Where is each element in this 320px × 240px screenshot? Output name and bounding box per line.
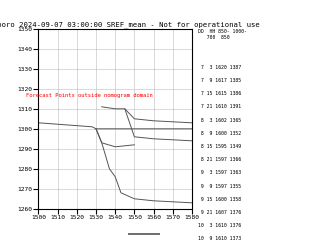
Text: 9 21 1607 1376: 9 21 1607 1376 <box>198 210 242 215</box>
Text: 7 15 1615 1386: 7 15 1615 1386 <box>198 91 242 96</box>
Text: 9  9 1597 1355: 9 9 1597 1355 <box>198 184 242 189</box>
Text: DD  HH 850- 1000-
   700  850: DD HH 850- 1000- 700 850 <box>198 29 247 40</box>
Text: 7 21 1610 1391: 7 21 1610 1391 <box>198 104 242 109</box>
Text: 8  3 1602 1365: 8 3 1602 1365 <box>198 118 242 123</box>
Text: 9 15 1600 1358: 9 15 1600 1358 <box>198 197 242 202</box>
Text: 8 21 1597 1366: 8 21 1597 1366 <box>198 157 242 162</box>
Text: 9  3 1597 1363: 9 3 1597 1363 <box>198 170 242 175</box>
Title: Greensboro 2024-09-07 03:00:00 SREF_mean - Not for operational use: Greensboro 2024-09-07 03:00:00 SREF_mean… <box>0 21 260 28</box>
Text: 10  9 1610 1373: 10 9 1610 1373 <box>198 236 242 240</box>
Text: 10  3 1610 1376: 10 3 1610 1376 <box>198 223 242 228</box>
Text: 8 15 1595 1349: 8 15 1595 1349 <box>198 144 242 149</box>
Text: 8  9 1600 1352: 8 9 1600 1352 <box>198 131 242 136</box>
Text: 7  9 1617 1385: 7 9 1617 1385 <box>198 78 242 83</box>
Text: Forecast Points outside nomogram domain: Forecast Points outside nomogram domain <box>26 93 152 98</box>
Text: 7  3 1620 1387: 7 3 1620 1387 <box>198 65 242 70</box>
